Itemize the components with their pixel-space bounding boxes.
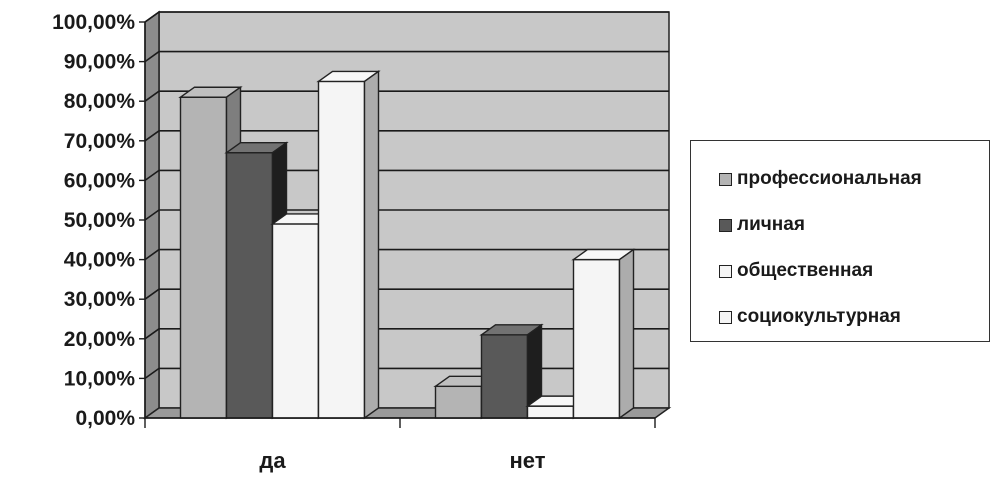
y-tick-label: 0,00% [75,407,135,430]
bar-front [179,96,228,419]
gridline [144,288,669,300]
y-tick-label: 90,00% [64,51,136,74]
y-tick-label: 30,00% [64,288,136,311]
legend-swatch [719,310,732,324]
legend-label: общественная [737,260,874,281]
legend: профессиональная личная общественная соц… [690,140,990,342]
gridline [144,11,669,23]
bar-front [434,385,483,419]
legend-swatch [719,264,732,278]
bar-side [618,248,635,420]
legend-item-personal: личная [719,213,805,237]
gridline [144,248,669,261]
y-tick-label: 60,00% [64,169,136,192]
x-tick-label: да [259,448,286,473]
y-tick-label: 100,00% [52,11,135,34]
bar [316,70,381,420]
y-tick-label: 40,00% [64,249,136,272]
y-tick-label: 10,00% [64,367,136,390]
bar-front [526,405,575,419]
bar-side [363,70,380,420]
gridline [144,130,669,142]
x-tick-label: нет [509,448,545,473]
bar-front [225,151,274,419]
bar [433,374,498,420]
y-tick-label: 80,00% [64,90,136,113]
gridlines [144,11,669,380]
bar [479,323,544,420]
legend-label: личная [737,214,805,235]
legend-label: профессиональная [737,168,922,189]
axes [139,21,656,428]
legend-item-professional: профессиональная [719,167,922,191]
bar-front [572,258,621,419]
bar [571,248,636,420]
legend-label: социокультурная [737,306,901,327]
legend-swatch [719,218,732,232]
gridline [144,169,669,182]
y-tick-label: 70,00% [64,130,136,153]
y-tick-label: 50,00% [64,209,136,232]
gridline [144,209,669,221]
bar-front [317,80,366,419]
y-tick-label: 20,00% [64,328,136,351]
legend-item-sociocultural: социокультурная [719,305,901,329]
gridline [144,50,669,63]
bar-front [480,334,529,419]
legend-item-public: общественная [719,259,873,283]
bars [178,70,636,420]
legend-swatch [719,172,732,186]
x-axis-tick-labels: да нет [259,448,545,473]
bar-front [271,223,320,419]
gridline [144,90,669,102]
y-axis-tick-labels: 0,00% 10,00% 20,00% 30,00% 40,00% 50,00% 60,00… [52,11,135,430]
